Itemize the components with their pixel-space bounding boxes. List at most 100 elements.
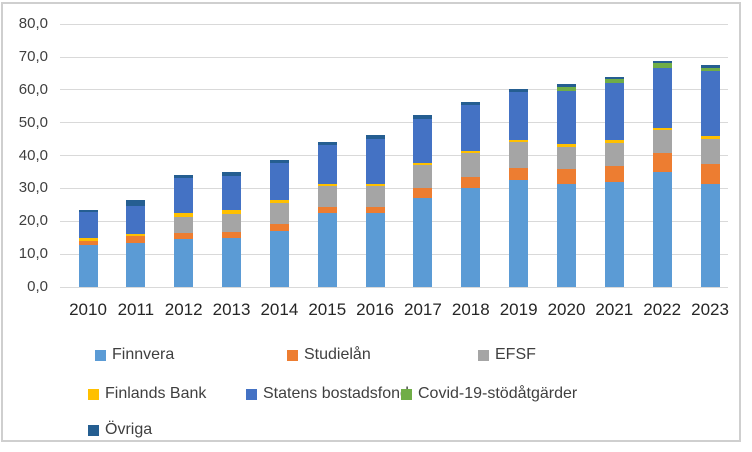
- bar-segment-2014-efsf: [269, 202, 289, 225]
- legend-swatch-icon: [88, 424, 99, 436]
- bar-segment-2021-covid-19-st-d-tg-rder: [604, 79, 624, 84]
- bar-segment-2010-studiel-n: [78, 241, 98, 246]
- gridline-10: [60, 253, 728, 255]
- bar-segment-2020-covid-19-st-d-tg-rder: [557, 86, 576, 91]
- legend-swatch-icon: [287, 349, 298, 361]
- y-axis-tick-label: 0,0: [27, 278, 48, 295]
- gridline-80: [60, 23, 728, 25]
- bar-segment-2013-statens-bostadsfond: [222, 175, 242, 211]
- bar-segment-2019-efsf: [509, 141, 529, 168]
- bar-segment-2017-studiel-n: [413, 188, 433, 199]
- bar-segment-2016-finnvera: [365, 213, 385, 287]
- bar-segment-2014-studiel-n: [269, 224, 289, 231]
- bar-segment-2022-studiel-n: [652, 153, 672, 172]
- bar-segment-2010-finlands-bank: [78, 238, 98, 242]
- bar-segment-2021-statens-bostadsfond: [604, 83, 624, 141]
- bar-segment-2021-studiel-n: [604, 166, 624, 182]
- x-axis-tick-label-2021: 2021: [595, 300, 634, 319]
- bar-segment-2014--vriga: [269, 159, 289, 163]
- y-axis-tick-label: 70,0: [18, 48, 48, 66]
- bar-segment-2023-finlands-bank: [700, 135, 720, 139]
- legend-swatch-icon: [95, 349, 106, 361]
- y-axis-tick-label: 20,0: [18, 212, 48, 230]
- bar-segment-2018--vriga: [461, 101, 481, 106]
- legend-item-covid-19-st-d-tg-rder: Covid-19-stödåtgärder: [401, 385, 577, 403]
- legend-swatch-icon: [246, 388, 257, 400]
- bar-segment-2017--vriga: [413, 115, 433, 119]
- bar-segment-2015--vriga: [317, 142, 337, 146]
- bar-segment-2022--vriga: [652, 61, 672, 64]
- bar-segment-2016-statens-bostadsfond: [365, 139, 385, 184]
- bar-segment-2011-finnvera: [126, 242, 146, 287]
- bar-segment-2023-studiel-n: [700, 163, 720, 184]
- y-axis-tick-label: 50,0: [18, 113, 48, 131]
- bar-segment-2010-statens-bostadsfond: [78, 211, 98, 239]
- bar-segment-2011-statens-bostadsfond: [126, 205, 146, 234]
- x-axis-tick-label-2023: 2023: [691, 300, 729, 319]
- x-axis-tick-label-2012: 2012: [164, 300, 203, 319]
- bar-segment-2012-finnvera: [174, 239, 194, 287]
- gridline-20: [60, 220, 728, 222]
- legend-item-studiel-n: Studielån: [287, 346, 371, 364]
- bar-segment-2015-statens-bostadsfond: [317, 145, 337, 184]
- legend-item-finlands-bank: Finlands Bank: [88, 385, 206, 403]
- bar-segment-2022-covid-19-st-d-tg-rder: [652, 63, 672, 68]
- bar-segment-2022-efsf: [652, 130, 672, 154]
- y-axis-tick-label: 30,0: [18, 179, 48, 197]
- bar-segment-2018-efsf: [461, 153, 481, 177]
- legend-label: Finnvera: [112, 346, 175, 363]
- bar-segment-2011-studiel-n: [126, 236, 146, 243]
- x-axis-tick-label-2011: 2011: [117, 300, 155, 319]
- legend-swatch-icon: [88, 388, 99, 400]
- y-axis-tick-label: 40,0: [18, 146, 48, 164]
- y-axis-tick-label: 10,0: [18, 245, 48, 263]
- bar-segment-2023--vriga: [700, 65, 720, 68]
- bar-segment-2023-covid-19-st-d-tg-rder: [700, 67, 720, 72]
- bar-segment-2012-finlands-bank: [174, 213, 194, 217]
- bar-segment-2016-studiel-n: [365, 206, 385, 214]
- legend-item-efsf: EFSF: [478, 346, 536, 364]
- bar-segment-2013-studiel-n: [222, 231, 242, 239]
- bar-segment-2014-finlands-bank: [269, 199, 289, 203]
- bar-segment-2020-finlands-bank: [557, 144, 576, 147]
- gridline-60: [60, 89, 728, 91]
- legend-item-finnvera: Finnvera: [95, 346, 174, 364]
- legend-item--vriga: Övriga: [88, 421, 152, 439]
- bar-segment-2017-finlands-bank: [413, 162, 433, 166]
- bar-segment-2012-studiel-n: [174, 233, 194, 240]
- bar-segment-2020-finnvera: [557, 184, 576, 287]
- bar-segment-2021-efsf: [604, 142, 624, 167]
- x-axis-tick-label-2014: 2014: [260, 300, 299, 319]
- bar-segment-2019--vriga: [509, 88, 529, 93]
- bar-segment-2020--vriga: [557, 84, 576, 87]
- bar-segment-2013--vriga: [222, 171, 242, 176]
- bar-segment-2012--vriga: [174, 174, 194, 179]
- bar-segment-2022-finnvera: [652, 171, 672, 287]
- bar-segment-2020-statens-bostadsfond: [557, 90, 576, 145]
- x-axis-tick-label-2022: 2022: [643, 300, 682, 319]
- y-axis-tick-label: 60,0: [18, 80, 48, 98]
- bar-segment-2021-finlands-bank: [604, 140, 624, 143]
- legend-swatch-icon: [478, 349, 489, 361]
- gridline-70: [60, 56, 728, 58]
- x-axis-tick-label-2018: 2018: [451, 300, 490, 319]
- bar-segment-2015-efsf: [317, 185, 337, 207]
- bar-segment-2010-finnvera: [78, 245, 98, 287]
- bar-segment-2023-finnvera: [700, 183, 720, 287]
- x-axis-tick-label-2017: 2017: [404, 300, 442, 319]
- x-axis-tick-label-2010: 2010: [69, 300, 107, 319]
- x-axis-tick-label-2016: 2016: [356, 300, 394, 319]
- bar-segment-2022-statens-bostadsfond: [652, 67, 672, 128]
- bar-segment-2019-finlands-bank: [509, 139, 529, 142]
- legend-label: Övriga: [105, 421, 153, 438]
- legend-swatch-icon: [401, 388, 412, 400]
- bar-segment-2018-finlands-bank: [461, 151, 481, 154]
- bar-segment-2010--vriga: [78, 210, 98, 212]
- x-axis-tick-label-2015: 2015: [308, 300, 347, 319]
- bar-segment-2011--vriga: [126, 200, 146, 206]
- bar-segment-2014-finnvera: [269, 230, 289, 287]
- bar-segment-2014-statens-bostadsfond: [269, 162, 289, 200]
- bar-segment-2012-statens-bostadsfond: [174, 178, 194, 214]
- bar-segment-2019-studiel-n: [509, 167, 529, 181]
- bar-segment-2023-statens-bostadsfond: [700, 71, 720, 136]
